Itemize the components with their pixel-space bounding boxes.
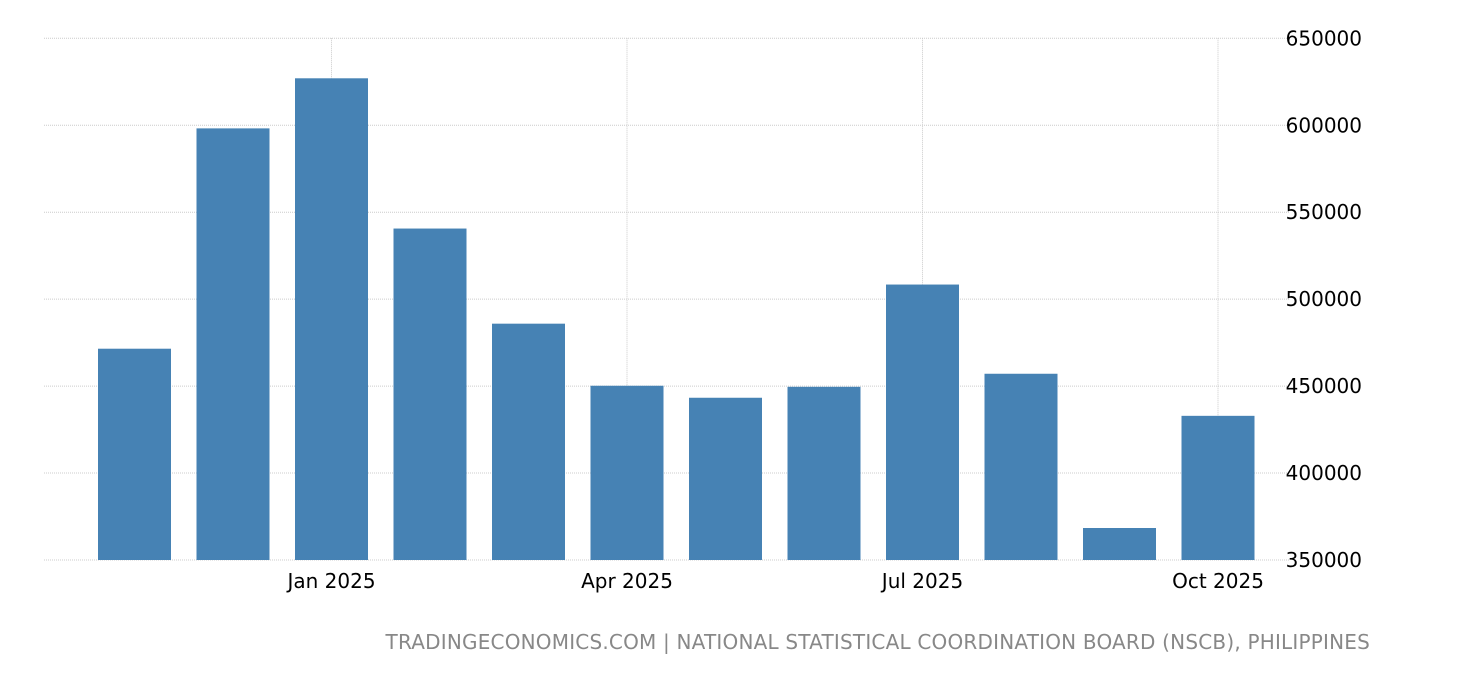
bar-sep-2025 <box>1083 528 1156 560</box>
y-tick-label: 450000 <box>1286 374 1362 398</box>
source-credit: TRADINGECONOMICS.COM | NATIONAL STATISTI… <box>385 630 1370 654</box>
x-tick-label: Oct 2025 <box>1172 569 1264 593</box>
bar-jan-2025 <box>295 78 368 560</box>
bar-jul-2025 <box>886 284 959 560</box>
bar-dec-2024 <box>196 128 270 561</box>
bar-apr-2025 <box>590 385 664 560</box>
y-tick-label: 350000 <box>1286 548 1362 572</box>
bar-feb-2025 <box>393 228 467 560</box>
x-tick-label: Jul 2025 <box>880 569 963 593</box>
y-tick-label: 650000 <box>1286 26 1362 50</box>
bar-aug-2025 <box>984 373 1058 560</box>
bar-nov-2024 <box>98 348 171 560</box>
bar-oct-2025 <box>1181 415 1255 560</box>
y-tick-label: 500000 <box>1286 287 1362 311</box>
x-tick-label: Jan 2025 <box>285 569 375 593</box>
bar-chart: 650000 600000 550000 500000 450000 400000 3500… <box>44 26 1362 593</box>
bar-may-2025 <box>689 397 762 560</box>
y-tick-label: 550000 <box>1286 200 1362 224</box>
y-tick-label: 600000 <box>1286 113 1362 137</box>
bar-mar-2025 <box>492 323 565 560</box>
bar-jun-2025 <box>787 386 861 560</box>
x-tick-label: Apr 2025 <box>581 569 673 593</box>
y-tick-label: 400000 <box>1286 461 1362 485</box>
